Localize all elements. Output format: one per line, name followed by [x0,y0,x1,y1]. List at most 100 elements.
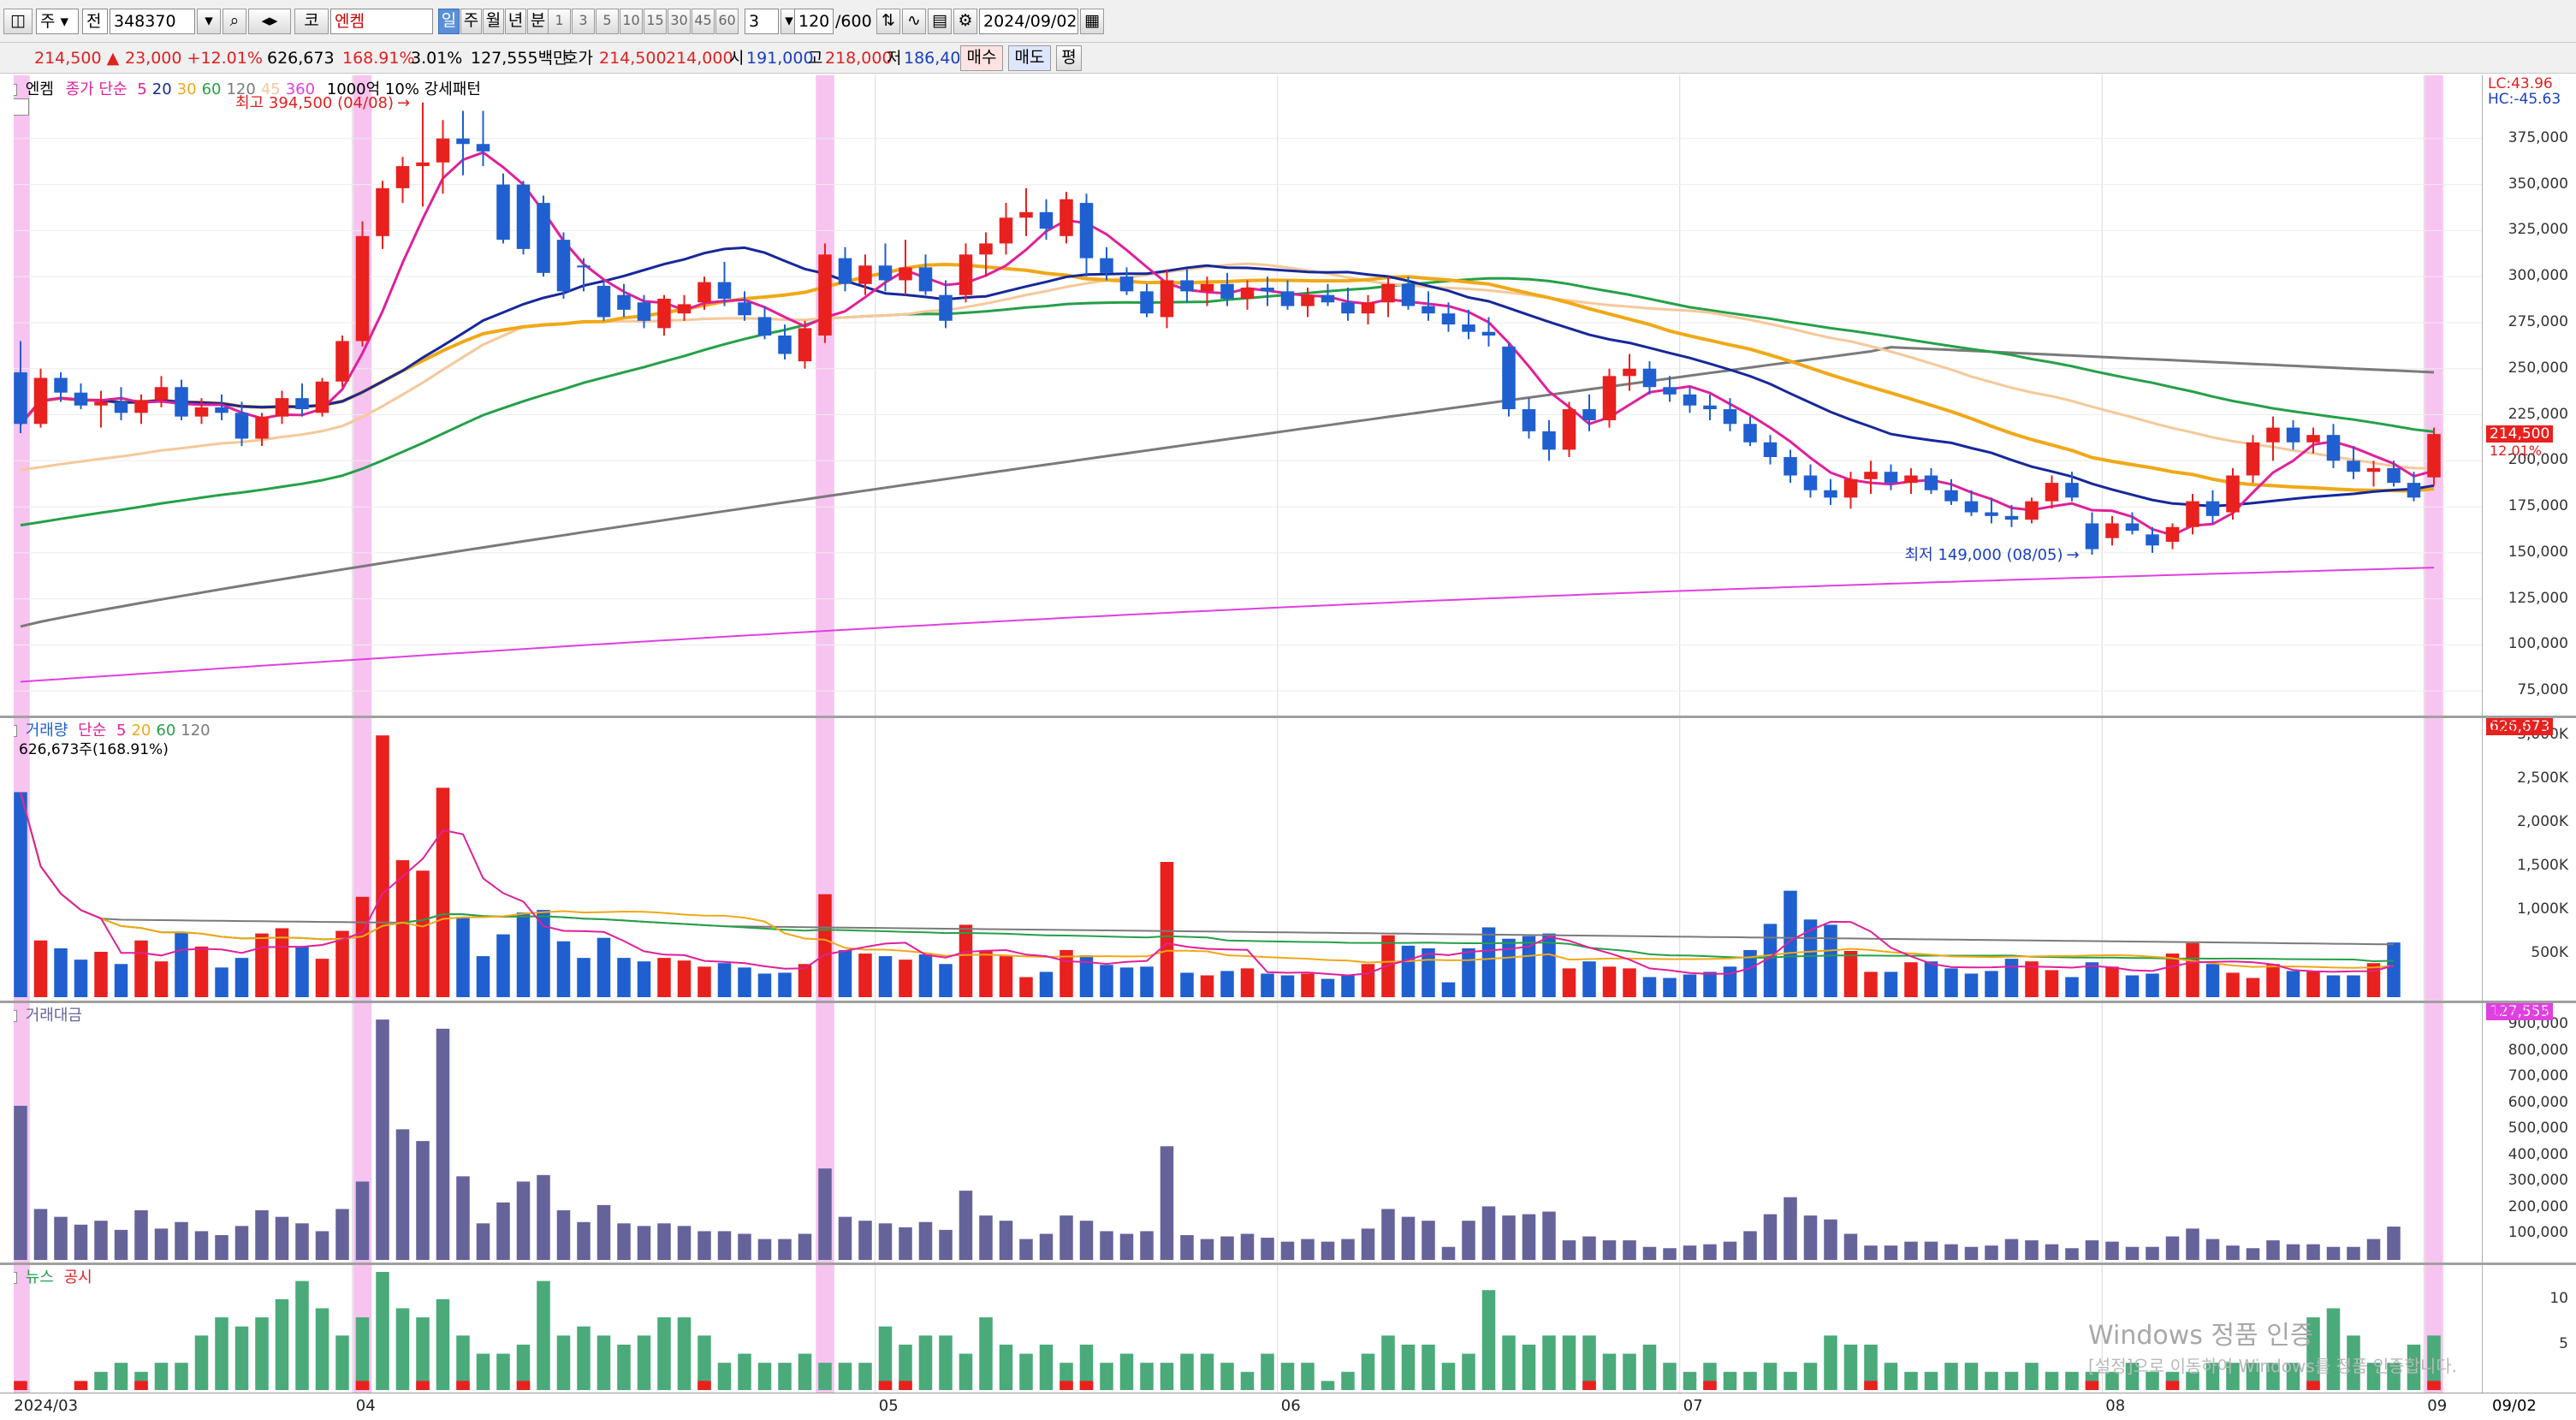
highlight-band [816,1265,834,1393]
volume-chart[interactable] [14,718,2482,1001]
panel-divider[interactable] [0,1263,2576,1265]
amount-bar [2306,1244,2320,1260]
period-select[interactable]: 주 ▾ [36,9,79,34]
interval-button-45[interactable]: 45 [691,9,715,34]
interval-button-15[interactable]: 15 [644,9,667,34]
volume-bar [14,792,27,997]
calendar-icon[interactable]: ▦ [1080,9,1104,34]
high-price: 218,000 [825,49,893,68]
price-chart[interactable]: 최고 394,500 (04/08) →최저 149,000 (08/05) → [14,75,2482,716]
candle-body [717,282,732,299]
period-tab-1[interactable]: 주 [460,9,482,34]
panel-menu-icon[interactable] [14,1010,17,1022]
save-icon[interactable]: ▤ [928,9,952,34]
ma-legend-60: 60 [201,80,222,98]
buy-button[interactable]: 매수 [960,45,1003,71]
amount-panel[interactable]: 거래대금 [14,1003,2482,1263]
volume-bar [1280,975,1295,997]
news-bar [2246,1363,2260,1390]
volume-bar [577,958,591,997]
dropdown-arrow-icon[interactable]: ▾ [197,9,221,34]
ma20-line [19,246,2435,508]
interval-button-5[interactable]: 5 [596,9,619,34]
amount-bar [295,1223,309,1260]
period-tab-0[interactable]: 일 [438,9,460,34]
volume-bar [1824,924,1837,997]
news-bar [2226,1363,2240,1390]
amount-bar [2146,1246,2159,1260]
news-bar [194,1335,209,1390]
period-tab-3[interactable]: 년 [505,9,526,34]
candle-body [516,184,531,249]
volume-bar [275,928,289,997]
news-bar [1200,1353,1214,1390]
amount-chart[interactable] [14,1003,2482,1263]
news-chart[interactable] [14,1265,2482,1393]
candle-body [697,282,711,303]
news-bar [355,1317,370,1390]
news-panel[interactable]: 뉴스 공시 [14,1265,2482,1393]
candle-body [939,294,953,321]
period-tab-2[interactable]: 월 [483,9,504,34]
display-count-input[interactable]: 120 [794,9,834,34]
ma-legend-30: 30 [176,80,197,98]
price-panel[interactable]: 최고 394,500 (04/08) → 최저 149,000 (08/05) → 엔… [14,75,2482,716]
amount-bar [2186,1228,2199,1260]
interval-button-10[interactable]: 10 [620,9,643,34]
market-select[interactable]: 전 [82,9,108,34]
disclosure-bar [1703,1381,1717,1390]
amount-bar [1884,1245,1898,1260]
panel-menu-icon[interactable] [14,725,17,737]
amount-bar [275,1216,289,1260]
amount-bar [215,1235,229,1260]
interval-button-30[interactable]: 30 [668,9,691,34]
amount-bar [1119,1233,1134,1260]
period-tab-4[interactable]: 분 [527,9,549,34]
volume-bar [1079,955,1094,997]
interval-button-3[interactable]: 3 [572,9,595,34]
search-icon[interactable]: ⌕ [223,9,246,34]
panel-divider[interactable] [0,716,2576,718]
compare-icon[interactable]: ∿ [902,9,926,34]
volume-panel[interactable]: 거래량 단순 5 20 60 120 626,673주(168.91%) [14,718,2482,1001]
amount-bar [2387,1227,2401,1260]
panel-menu-icon[interactable] [14,84,17,96]
chart-menu-icon[interactable]: ◫ [3,9,33,34]
sell-button[interactable]: 매도 [1008,45,1051,71]
panel-menu-icon[interactable] [14,1272,17,1284]
candle-body [2286,427,2300,443]
x-tick: 05 [878,1397,899,1415]
candle-body [456,138,470,145]
news-bar [677,1317,691,1390]
candle-body [355,235,370,342]
amount-bar [1441,1246,1456,1260]
display-count-total: /600 [835,12,872,31]
high-annotation: 최고 394,500 (04/08) [235,94,394,112]
chart-tools-icon[interactable]: ⇅ [876,9,900,34]
panel-divider[interactable] [0,1001,2576,1003]
interval-buttons: 1 3 5 10 15 30 45 60 [548,9,839,34]
volume-bar [2226,972,2240,997]
market-prefix-button[interactable]: 코 [294,9,329,34]
volume-bar [114,964,128,997]
amount-axis: 900,000 800,000 700,000 600,000 500,000 400,0… [2482,1003,2576,1263]
amount-bar [1059,1215,1073,1260]
candle-body [1301,294,1315,306]
custom-interval-input[interactable]: 3 [745,9,779,34]
grid-toggle-icon[interactable] [14,98,31,116]
prev-next-icon[interactable]: ◂▸ [248,9,291,34]
settings-icon[interactable]: ⚙ [953,9,977,34]
windows-activation-note: [설정]으로 이동하여 Windows를 정품 인증합니다. [2088,1356,2458,1376]
news-bar [577,1326,591,1390]
candle-body [114,401,128,413]
news-bar [2266,1363,2280,1390]
volume-bar [899,960,912,997]
candle-body [2306,435,2320,443]
interval-button-1[interactable]: 1 [548,9,571,34]
stock-code-input[interactable]: 348370 [110,9,195,34]
interval-button-60[interactable]: 60 [715,9,739,34]
date-input[interactable]: 2024/09/02 [979,9,1078,34]
stock-name-field[interactable]: 엔켐 [330,9,433,34]
volume-bar [295,946,309,997]
avg-button[interactable]: 평 [1056,45,1082,71]
